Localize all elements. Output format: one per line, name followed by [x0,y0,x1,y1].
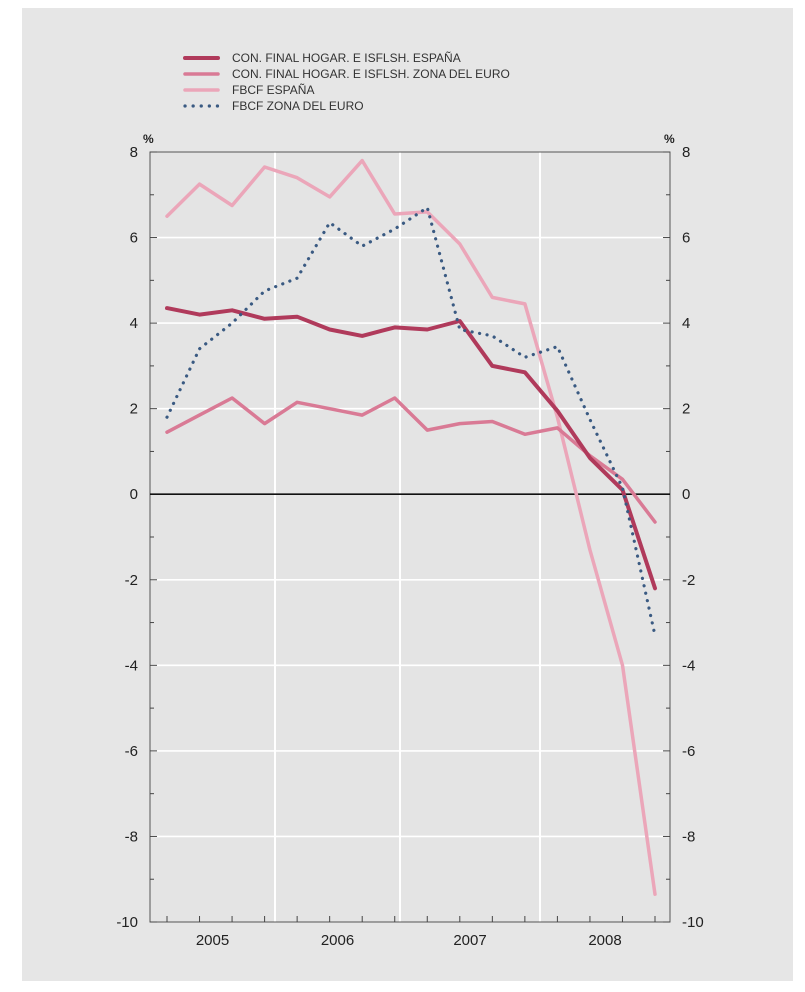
series-line-1 [165,396,657,524]
y-tick-label-right: -2 [682,572,695,589]
grid [150,152,670,922]
y-tick-label-left: 2 [130,401,138,418]
y-tick-label-left: -10 [116,914,138,931]
y-tick-label-left: 6 [130,230,138,247]
y-tick-label-right: 8 [682,144,690,161]
y-tick-label-right: -8 [682,828,695,845]
axis-labels: 8 8 6 6 4 4 2 2 0 0 -2 -2 -4 -4 -6 -6 -8 -8 -10 -10 2005 2006… [116,144,703,949]
legend-label: FBCF ESPAÑA [232,83,314,97]
y-unit-right: % [664,132,675,146]
y-tick-label-left: -6 [125,743,138,760]
y-tick-label-right: 4 [682,315,690,332]
series-line-2 [165,158,657,896]
legend-label: CON. FINAL HOGAR. E ISFLSH. ZONA DEL EUR… [232,67,510,81]
legend-label: FBCF ZONA DEL EURO [232,99,364,113]
y-tick-label-left: -2 [125,572,138,589]
series-lines [165,158,657,896]
x-year-label: 2006 [321,932,354,949]
legend-label: CON. FINAL HOGAR. E ISFLSH. ESPAÑA [232,51,461,65]
y-tick-label-right: -4 [682,657,695,674]
x-year-label: 2008 [588,932,621,949]
y-tick-label-left: 0 [130,486,138,503]
plot-background [150,152,670,922]
x-year-label: 2005 [196,932,229,949]
y-tick-label-left: 4 [130,315,138,332]
series-line-3 [165,206,657,638]
y-tick-label-right: -10 [682,914,704,931]
series-line-0 [165,306,657,591]
legend: CON. FINAL HOGAR. E ISFLSH. ESPAÑA CON. F… [183,51,510,113]
y-tick-label-right: 0 [682,486,690,503]
y-tick-label-left: -4 [125,657,138,674]
y-tick-label-right: 6 [682,230,690,247]
y-tick-label-left: 8 [130,144,138,161]
y-tick-label-left: -8 [125,828,138,845]
y-unit-left: % [143,132,154,146]
x-year-label: 2007 [453,932,486,949]
y-tick-label-right: 2 [682,401,690,418]
axis-ticks [150,151,670,923]
y-tick-label-right: -6 [682,743,695,760]
